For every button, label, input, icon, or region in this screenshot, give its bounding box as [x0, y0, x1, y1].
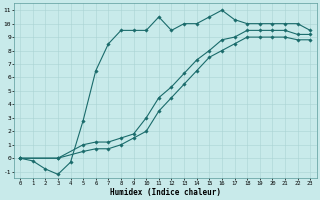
X-axis label: Humidex (Indice chaleur): Humidex (Indice chaleur)	[110, 188, 220, 197]
